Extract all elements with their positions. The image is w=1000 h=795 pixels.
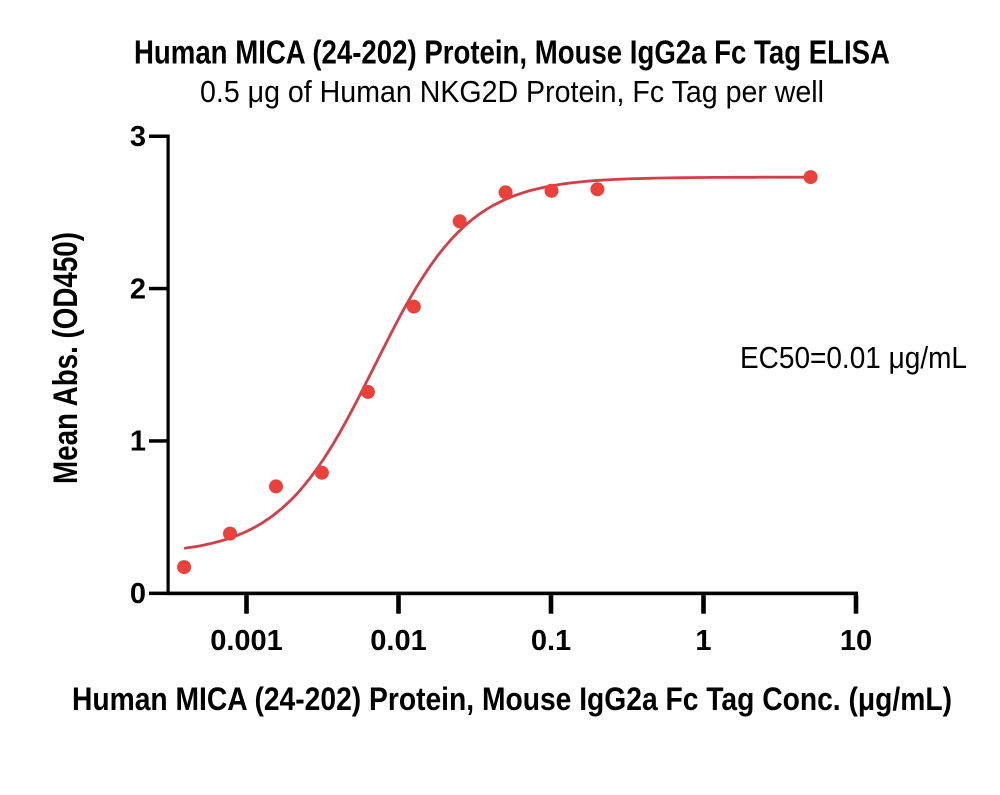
svg-text:10: 10: [840, 625, 872, 657]
svg-text:0.001: 0.001: [210, 625, 283, 657]
svg-text:0.01: 0.01: [370, 625, 426, 657]
svg-text:Human MICA (24-202) Protein, M: Human MICA (24-202) Protein, Mouse IgG2a…: [134, 34, 890, 71]
svg-text:0: 0: [130, 578, 146, 610]
svg-text:1: 1: [695, 625, 711, 657]
svg-text:Human MICA (24-202) Protein, M: Human MICA (24-202) Protein, Mouse IgG2a…: [72, 681, 952, 717]
svg-text:2: 2: [130, 273, 146, 305]
svg-text:0.1: 0.1: [531, 625, 571, 657]
svg-text:EC50=0.01 μg/mL: EC50=0.01 μg/mL: [740, 340, 967, 375]
svg-text:Mean Abs. (OD450): Mean Abs. (OD450): [47, 232, 85, 484]
svg-text:1: 1: [130, 426, 146, 458]
svg-text:3: 3: [130, 121, 146, 153]
svg-text:0.5 μg of Human NKG2D Protein,: 0.5 μg of Human NKG2D Protein, Fc Tag pe…: [200, 74, 824, 109]
